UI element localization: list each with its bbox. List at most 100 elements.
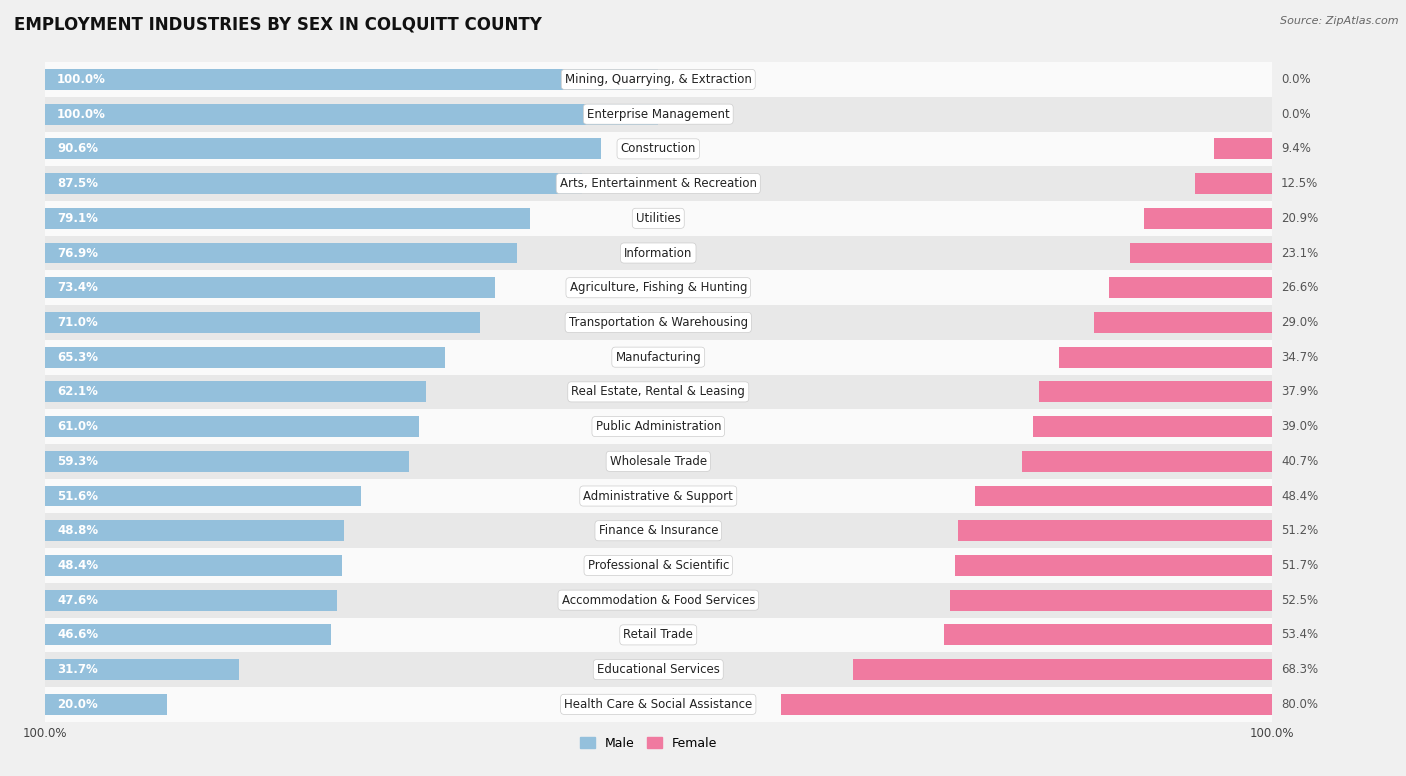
Text: EMPLOYMENT INDUSTRIES BY SEX IN COLQUITT COUNTY: EMPLOYMENT INDUSTRIES BY SEX IN COLQUITT…	[14, 16, 541, 33]
Bar	[1108, 277, 1272, 298]
Bar	[45, 694, 167, 715]
Bar	[45, 312, 481, 333]
Bar	[955, 555, 1272, 576]
Bar	[45, 97, 1272, 131]
Bar	[45, 347, 446, 368]
Bar	[1215, 138, 1272, 159]
Text: Mining, Quarrying, & Extraction: Mining, Quarrying, & Extraction	[565, 73, 752, 86]
Bar	[45, 514, 1272, 548]
Text: Retail Trade: Retail Trade	[623, 629, 693, 642]
Text: 79.1%: 79.1%	[58, 212, 98, 225]
Bar	[45, 243, 516, 263]
Text: 51.2%: 51.2%	[1281, 525, 1319, 537]
Bar	[45, 653, 1272, 687]
Bar	[45, 548, 1272, 583]
Text: 68.3%: 68.3%	[1281, 663, 1317, 676]
Text: Transportation & Warehousing: Transportation & Warehousing	[568, 316, 748, 329]
Bar	[1143, 208, 1272, 229]
Bar	[1039, 382, 1272, 402]
Text: 29.0%: 29.0%	[1281, 316, 1319, 329]
Text: 80.0%: 80.0%	[1281, 698, 1317, 711]
Bar	[45, 382, 426, 402]
Text: 39.0%: 39.0%	[1281, 420, 1317, 433]
Text: Public Administration: Public Administration	[596, 420, 721, 433]
Bar	[1032, 416, 1272, 437]
Text: 34.7%: 34.7%	[1281, 351, 1319, 364]
Bar	[1195, 173, 1272, 194]
Text: 52.5%: 52.5%	[1281, 594, 1317, 607]
Text: Professional & Scientific: Professional & Scientific	[588, 559, 728, 572]
Text: Educational Services: Educational Services	[596, 663, 720, 676]
Bar	[45, 69, 658, 90]
Text: 90.6%: 90.6%	[58, 142, 98, 155]
Bar	[45, 173, 582, 194]
Bar	[1094, 312, 1272, 333]
Text: Health Care & Social Assistance: Health Care & Social Assistance	[564, 698, 752, 711]
Text: 31.7%: 31.7%	[58, 663, 98, 676]
Text: Construction: Construction	[620, 142, 696, 155]
Bar	[45, 625, 330, 646]
Bar	[45, 583, 1272, 618]
Bar	[45, 340, 1272, 375]
Bar	[45, 451, 409, 472]
Bar	[45, 521, 344, 541]
Text: Agriculture, Fishing & Hunting: Agriculture, Fishing & Hunting	[569, 281, 747, 294]
Text: Real Estate, Rental & Leasing: Real Estate, Rental & Leasing	[571, 386, 745, 398]
Text: 53.4%: 53.4%	[1281, 629, 1317, 642]
Bar	[45, 555, 342, 576]
Text: 65.3%: 65.3%	[58, 351, 98, 364]
Bar	[45, 687, 1272, 722]
Text: 73.4%: 73.4%	[58, 281, 98, 294]
Bar	[45, 444, 1272, 479]
Bar	[45, 104, 658, 125]
Bar	[45, 659, 239, 680]
Bar	[957, 521, 1272, 541]
Bar	[45, 62, 1272, 97]
Text: Enterprise Management: Enterprise Management	[586, 108, 730, 120]
Text: 48.8%: 48.8%	[58, 525, 98, 537]
Bar	[945, 625, 1272, 646]
Text: Information: Information	[624, 247, 692, 259]
Bar	[45, 277, 495, 298]
Text: 47.6%: 47.6%	[58, 594, 98, 607]
Text: 48.4%: 48.4%	[1281, 490, 1319, 503]
Text: 87.5%: 87.5%	[58, 177, 98, 190]
Text: Arts, Entertainment & Recreation: Arts, Entertainment & Recreation	[560, 177, 756, 190]
Bar	[45, 236, 1272, 270]
Legend: Male, Female: Male, Female	[575, 732, 723, 755]
Bar	[45, 166, 1272, 201]
Text: 61.0%: 61.0%	[58, 420, 98, 433]
Text: Administrative & Support: Administrative & Support	[583, 490, 733, 503]
Text: Finance & Insurance: Finance & Insurance	[599, 525, 718, 537]
Text: 0.0%: 0.0%	[1281, 73, 1310, 86]
Text: 20.0%: 20.0%	[58, 698, 98, 711]
Text: 26.6%: 26.6%	[1281, 281, 1319, 294]
Text: 100.0%: 100.0%	[58, 73, 105, 86]
Bar	[45, 208, 530, 229]
Bar	[1059, 347, 1272, 368]
Text: 76.9%: 76.9%	[58, 247, 98, 259]
Bar	[45, 270, 1272, 305]
Bar	[949, 590, 1272, 611]
Bar	[974, 486, 1272, 507]
Text: 20.9%: 20.9%	[1281, 212, 1319, 225]
Text: Utilities: Utilities	[636, 212, 681, 225]
Bar	[45, 486, 361, 507]
Bar	[1022, 451, 1272, 472]
Text: Wholesale Trade: Wholesale Trade	[610, 455, 707, 468]
Text: 100.0%: 100.0%	[58, 108, 105, 120]
Text: 59.3%: 59.3%	[58, 455, 98, 468]
Bar	[1130, 243, 1272, 263]
Text: 71.0%: 71.0%	[58, 316, 98, 329]
Bar	[45, 201, 1272, 236]
Text: 51.7%: 51.7%	[1281, 559, 1319, 572]
Text: 9.4%: 9.4%	[1281, 142, 1310, 155]
Bar	[45, 305, 1272, 340]
Text: Source: ZipAtlas.com: Source: ZipAtlas.com	[1281, 16, 1399, 26]
Bar	[45, 479, 1272, 514]
Text: 48.4%: 48.4%	[58, 559, 98, 572]
Text: 37.9%: 37.9%	[1281, 386, 1319, 398]
Text: 40.7%: 40.7%	[1281, 455, 1319, 468]
Bar	[45, 409, 1272, 444]
Text: 62.1%: 62.1%	[58, 386, 98, 398]
